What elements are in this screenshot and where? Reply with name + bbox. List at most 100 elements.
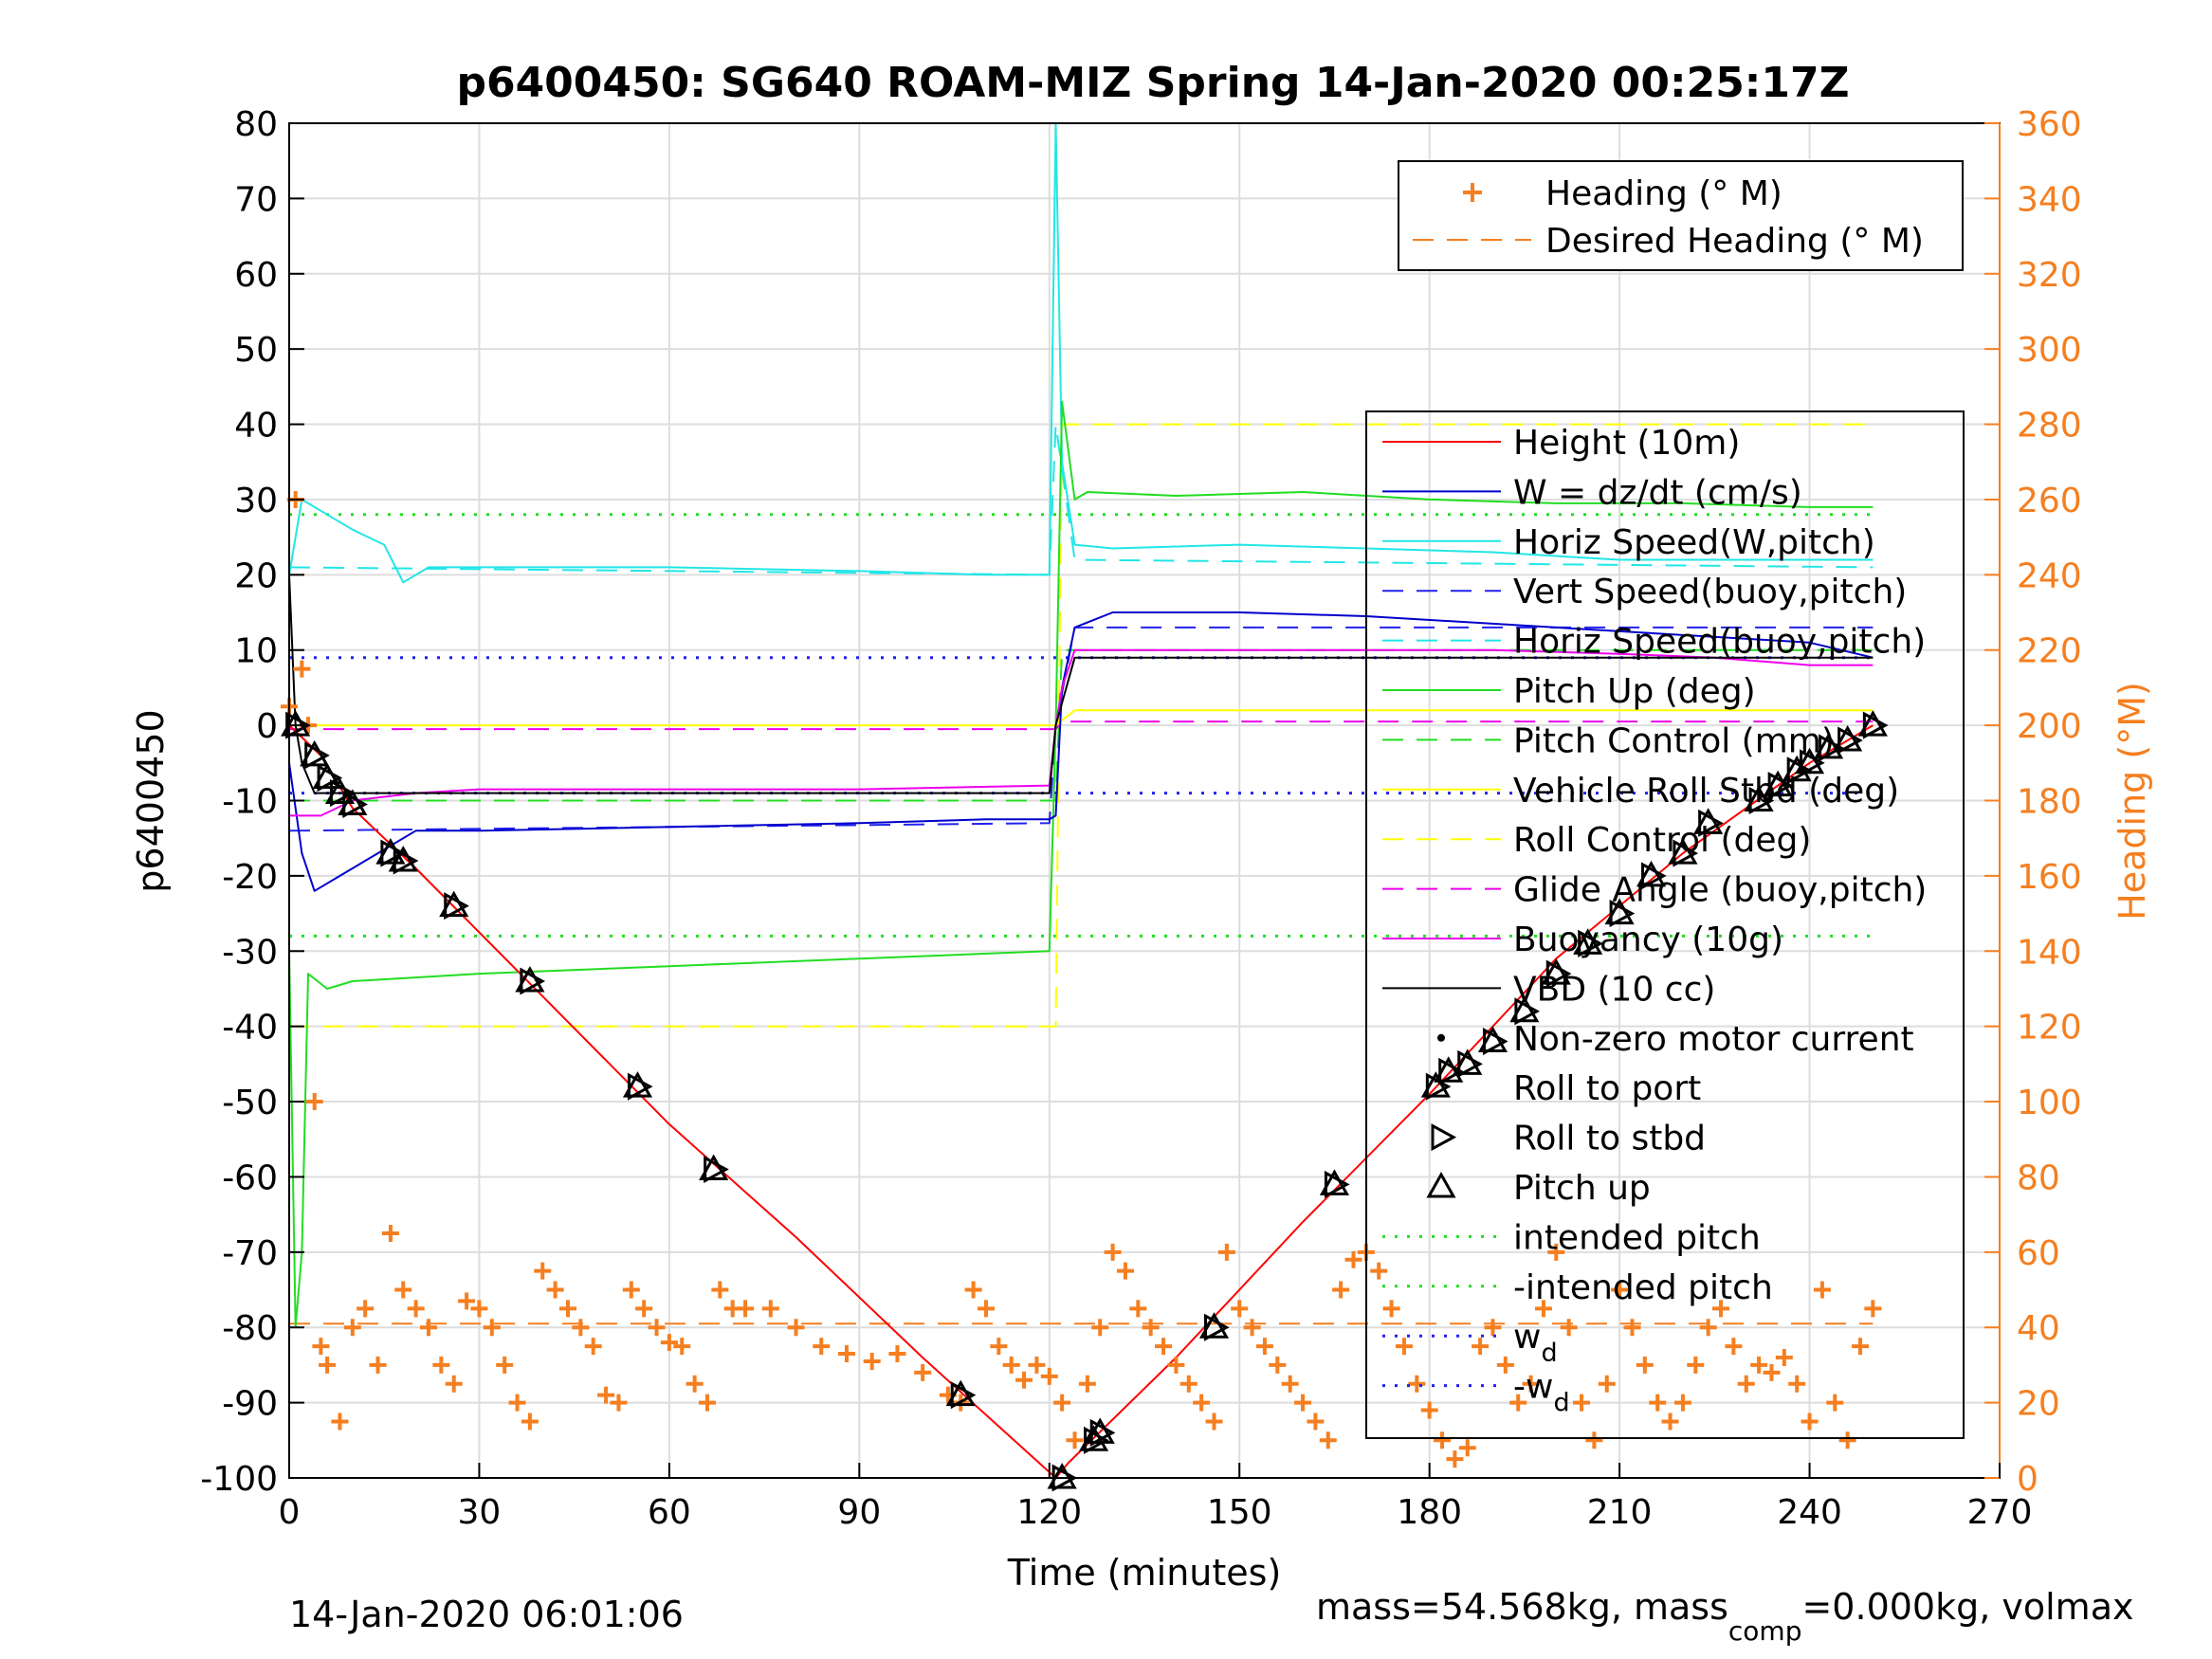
pitch-up-point-30 [1782,755,1812,782]
series-heading-markers [281,490,1882,1468]
heading-point-94 [1534,1300,1552,1318]
legend-heading-marker-0 [1463,183,1482,202]
legend-main-entry-15: Pitch up [1513,1169,1651,1208]
heading-point-25 [558,1300,576,1318]
pitch-up-point-2 [312,762,342,790]
heading-point-45 [888,1345,906,1363]
legend-main-entry-14: Roll to stbd [1513,1120,1706,1158]
x-tick-label-8: 240 [1777,1493,1842,1532]
heading-point-111 [1750,1356,1768,1374]
heading-point-70 [1231,1300,1249,1318]
pitch-up-point-11 [945,1379,976,1407]
heading-point-34 [673,1338,691,1356]
pitch-up-point-7 [439,890,469,918]
y2-tick-label-14: 80 [2017,1158,2060,1197]
heading-point-115 [1801,1413,1819,1431]
y2-tick-label-13: 100 [2017,1084,2082,1122]
heading-point-9 [356,1300,375,1318]
x-tick-label-5: 150 [1207,1493,1272,1532]
heading-point-12 [394,1281,412,1299]
footer-mass-sub: comp [1728,1615,1802,1647]
pitch-up-point-32 [1814,732,1844,759]
series-line-9 [289,720,1874,731]
heading-point-27 [584,1338,602,1356]
footer-mass-info: mass=54.568kg, masscomp=0.000kg, volmax [1316,1586,2133,1647]
heading-point-109 [1725,1338,1743,1356]
heading-point-113 [1775,1348,1793,1366]
y-tick-label-18: -100 [200,1460,278,1499]
heading-point-96 [1560,1319,1578,1337]
heading-point-40 [761,1300,779,1318]
x-tick-label-1: 30 [458,1493,502,1532]
pitch-up-point-4 [338,789,368,815]
legend-main-marker-15 [1426,1171,1456,1198]
pitch-up-point-22 [1541,958,1571,985]
heading-point-69 [1217,1243,1235,1261]
heading-point-82 [1382,1300,1400,1318]
y-tick-label-0: 80 [234,105,278,144]
legend-main-entry-18-sub: d [1541,1339,1557,1368]
heading-point-60 [1104,1243,1122,1261]
heading-point-57 [1066,1431,1084,1449]
heading-point-44 [863,1352,881,1370]
heading-point-19 [483,1319,501,1337]
x-tick-label-4: 120 [1016,1493,1082,1532]
heading-point-104 [1661,1413,1679,1431]
heading-point-75 [1294,1394,1312,1412]
heading-point-118 [1838,1431,1856,1449]
heading-point-52 [1002,1356,1020,1374]
heading-point-16 [445,1375,463,1393]
heading-point-42 [813,1338,831,1356]
heading-point-49 [964,1281,982,1299]
legend-main-entry-4: Horiz Speed(buoy,pitch) [1513,623,1926,662]
heading-point-50 [977,1300,995,1318]
series-line-6 [289,648,1874,802]
heading-point-105 [1673,1394,1691,1412]
heading-point-62 [1129,1300,1147,1318]
pitch-up-point-9 [622,1071,653,1098]
y2-tick-label-7: 220 [2017,632,2082,671]
legend-main-entry-8: Roll Control (deg) [1513,821,1811,860]
y-axis-label: p6400450 [130,709,172,892]
heading-point-24 [546,1281,564,1299]
series-line-4 [288,423,1874,576]
pitch-up-point-23 [1573,928,1603,955]
y2-tick-label-0: 360 [2017,105,2082,144]
pitch-up-point-15 [1198,1312,1230,1339]
legend-heading-entry-1: Desired Heading (° M) [1545,222,1924,261]
heading-point-106 [1687,1356,1705,1374]
heading-point-29 [610,1394,628,1412]
x-tick-label-2: 60 [648,1493,691,1532]
pitch-up-point-16 [1319,1169,1350,1195]
y2-tick-label-17: 20 [2017,1385,2060,1424]
heading-point-76 [1307,1413,1325,1431]
y2-tick-label-8: 200 [2017,707,2082,746]
y2-tick-label-5: 260 [2017,482,2082,520]
pitch-up-point-17 [1420,1071,1451,1098]
y2-tick-label-6: 240 [2017,556,2082,595]
heading-point-2 [293,660,311,678]
legend-main-entry-10: Buoyancy (10g) [1513,921,1783,959]
pitch-up-point-24 [1604,898,1635,925]
legend-main-entry-9: Glide Angle (buoy,pitch) [1513,871,1927,910]
heading-point-101 [1623,1319,1641,1337]
heading-point-95 [1547,1243,1565,1261]
y2-tick-label-1: 340 [2017,180,2082,219]
heading-point-26 [572,1319,590,1337]
heading-point-71 [1243,1319,1261,1337]
legend-main-entry-0: Height (10m) [1513,424,1740,463]
heading-point-15 [432,1356,450,1374]
heading-point-8 [343,1319,361,1337]
heading-point-119 [1852,1338,1870,1356]
y-tick-label-17: -90 [222,1385,278,1424]
footer-mass-text: mass=54.568kg, mass [1316,1586,1728,1628]
heading-point-35 [686,1375,704,1393]
heading-point-64 [1155,1338,1173,1356]
y2-axis-label: Heading (°M) [2111,682,2153,921]
heading-point-92 [1509,1394,1527,1412]
heading-point-21 [508,1394,526,1412]
heading-point-51 [990,1338,1008,1356]
heading-point-97 [1573,1394,1591,1412]
y-tick-label-4: 40 [234,407,278,446]
heading-point-18 [470,1300,488,1318]
